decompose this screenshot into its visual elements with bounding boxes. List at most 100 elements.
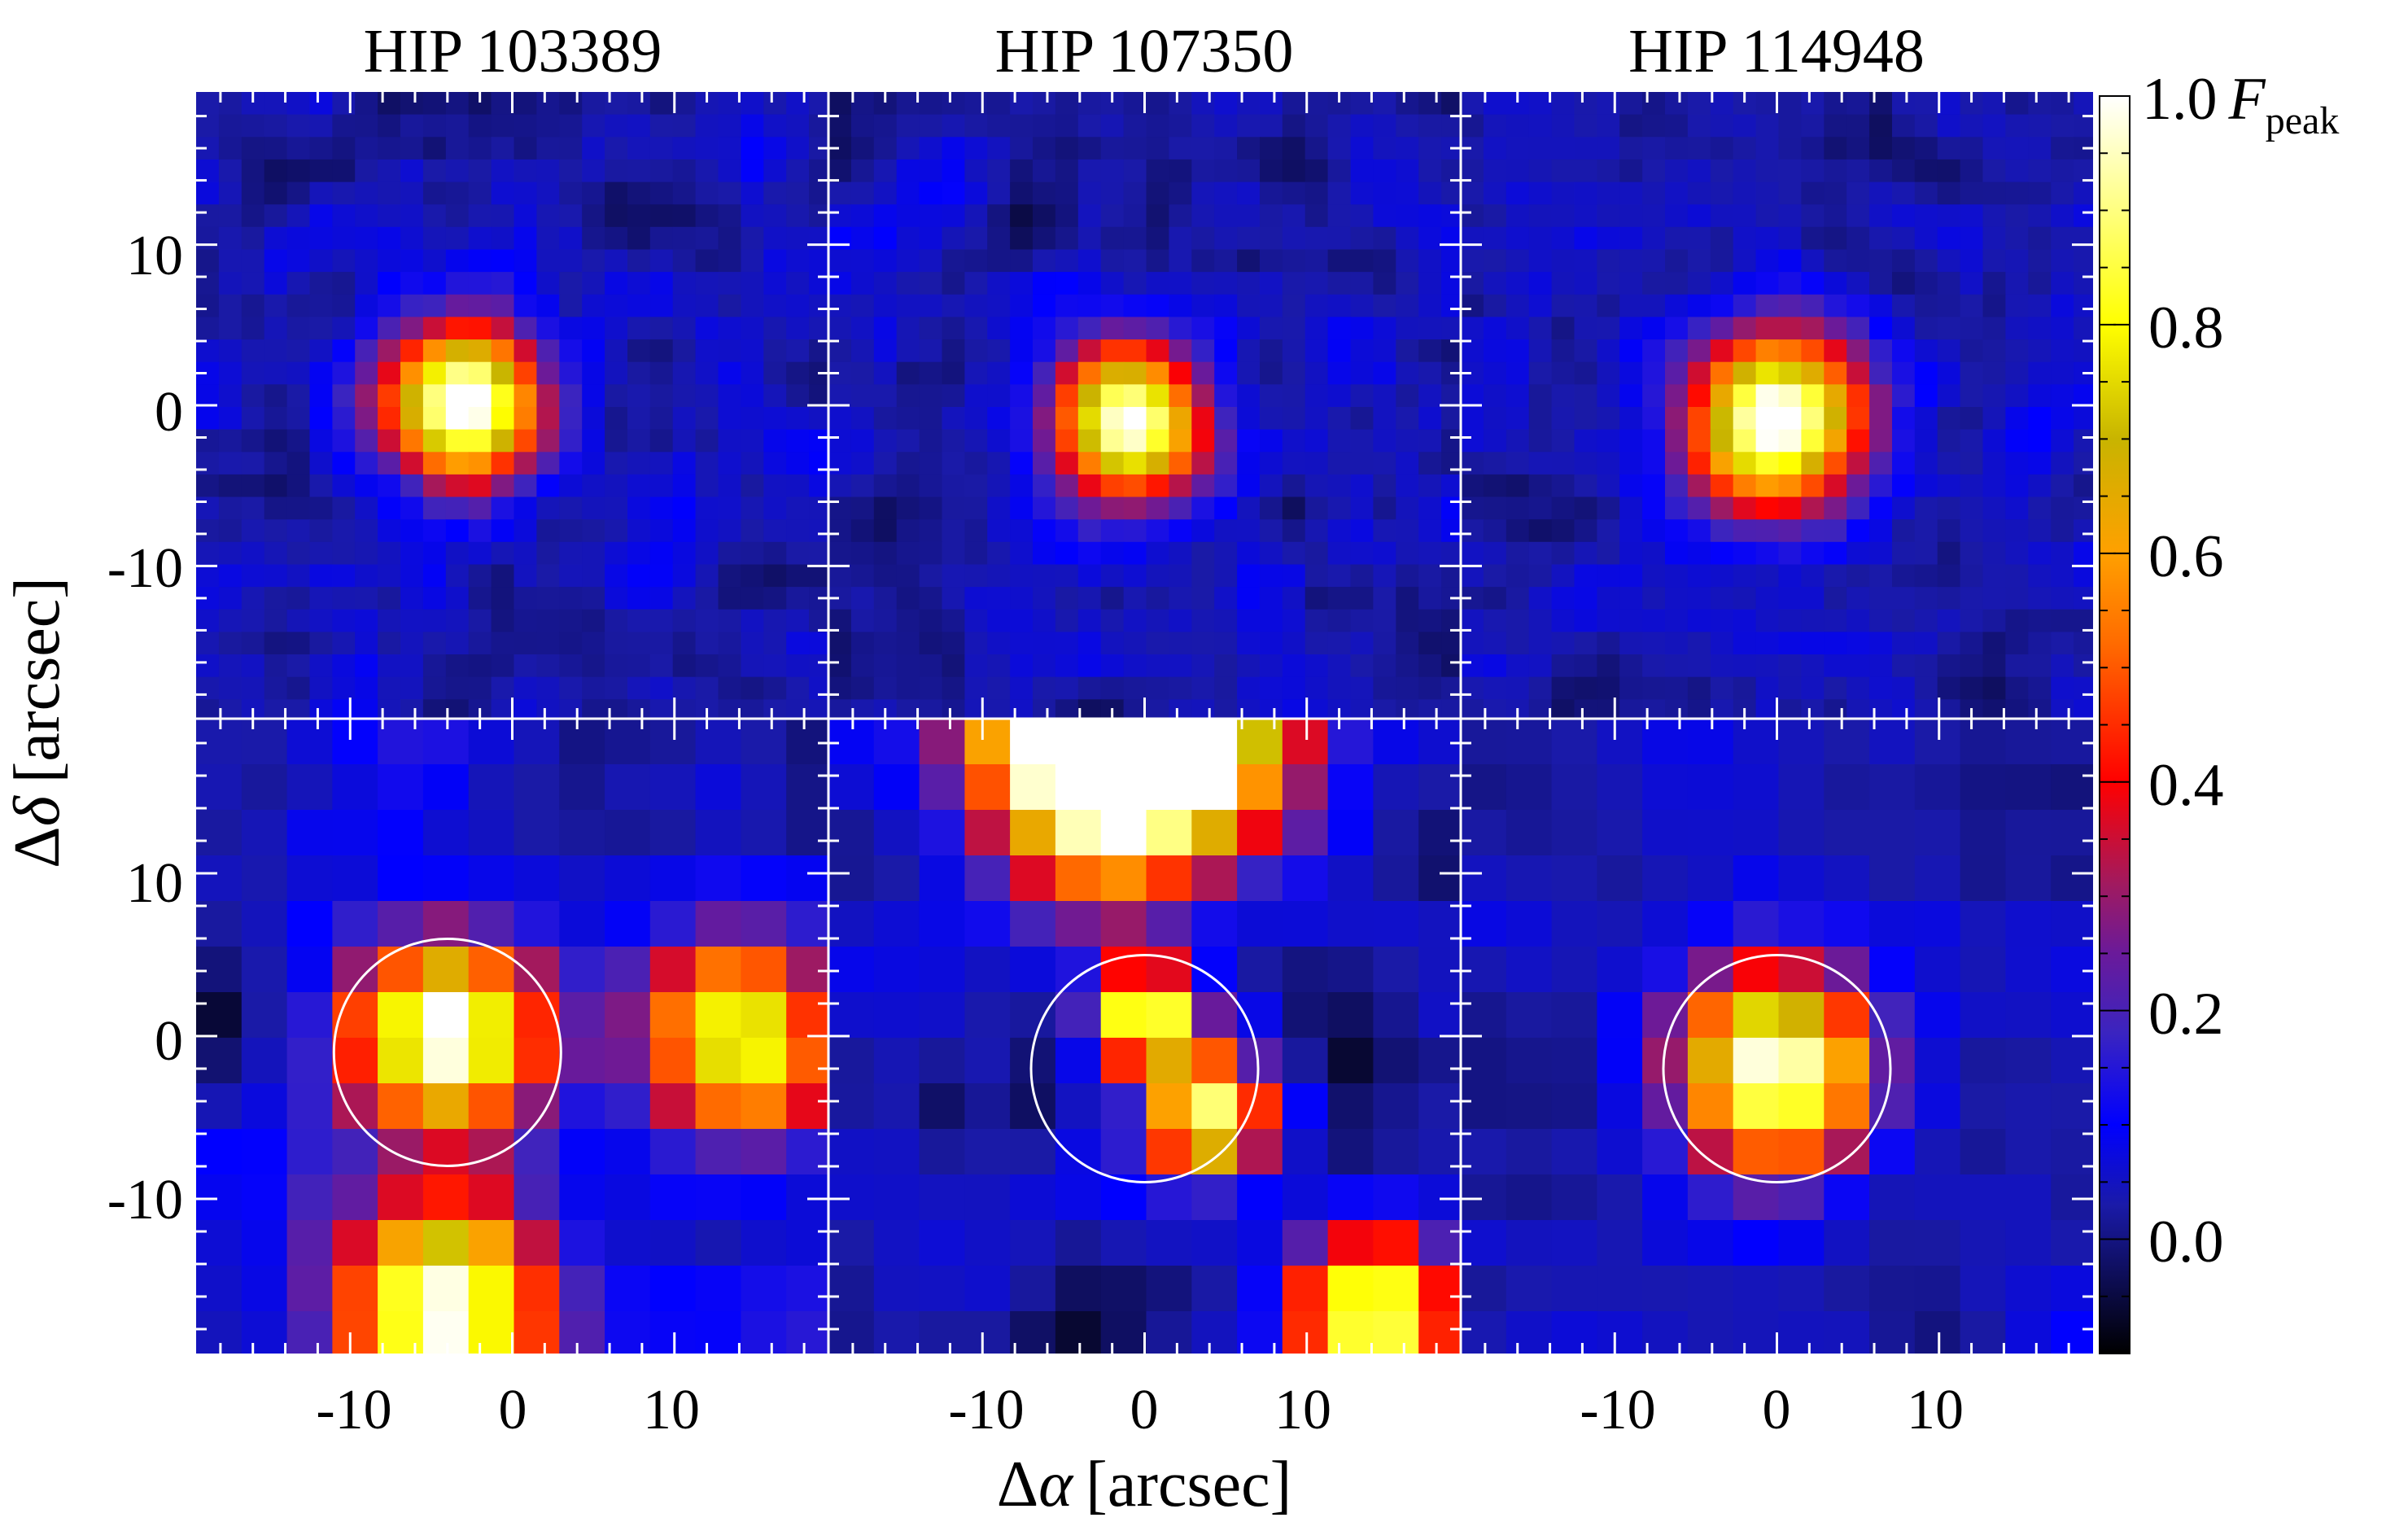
- heatmap-cell: [1960, 541, 1984, 566]
- heatmap-cell: [1327, 1174, 1374, 1221]
- heatmap-cell: [1100, 609, 1125, 633]
- heatmap-cell: [1010, 294, 1034, 318]
- heatmap-cell: [1574, 159, 1598, 183]
- heatmap-cell: [1100, 407, 1125, 431]
- heatmap-cell: [1350, 407, 1374, 431]
- heatmap-cell: [1687, 564, 1711, 588]
- heatmap-cell: [1010, 114, 1034, 138]
- heatmap-cell: [241, 407, 265, 431]
- heatmap-cell: [218, 159, 243, 183]
- heatmap-cell: [1733, 317, 1757, 340]
- heatmap-cell: [1778, 204, 1803, 228]
- heatmap-cell: [1418, 564, 1442, 588]
- heatmap-cell: [873, 1174, 920, 1221]
- heatmap-cell: [1010, 1174, 1056, 1221]
- heatmap-cell: [2051, 272, 2074, 295]
- heatmap-cell: [1100, 339, 1125, 363]
- heatmap-cell: [1010, 609, 1034, 633]
- heatmap-cell: [241, 429, 265, 453]
- heatmap-cell: [286, 632, 311, 655]
- heatmap-cell: [422, 114, 447, 138]
- heatmap-cell: [559, 249, 583, 273]
- heatmap-cell: [1373, 947, 1419, 993]
- heatmap-cell: [828, 676, 852, 701]
- heatmap-cell: [649, 901, 697, 947]
- heatmap-cell: [264, 339, 288, 363]
- heatmap-cell: [559, 496, 583, 520]
- heatmap-cell: [873, 226, 898, 251]
- heatmap-cell: [1146, 496, 1170, 520]
- heatmap-cell: [1033, 361, 1056, 386]
- heatmap-cell: [378, 810, 424, 856]
- heatmap-cell: [873, 992, 920, 1039]
- heatmap-cell: [1483, 564, 1507, 588]
- heatmap-cell: [1100, 1129, 1147, 1175]
- heatmap-cell: [786, 429, 810, 453]
- heatmap-cell: [1778, 182, 1803, 205]
- heatmap-cell: [1191, 719, 1238, 765]
- heatmap-cell: [1597, 1038, 1643, 1084]
- heatmap-cell: [1665, 182, 1689, 205]
- heatmap-cell: [873, 1038, 920, 1084]
- heatmap-cell: [196, 992, 243, 1039]
- heatmap-cell: [1914, 1220, 1961, 1266]
- heatmap-cell: [1506, 159, 1530, 183]
- heatmap-cell: [627, 429, 651, 453]
- heatmap-cell: [942, 249, 966, 273]
- heatmap-cell: [491, 699, 515, 719]
- heatmap-cell: [1461, 1220, 1507, 1266]
- heatmap-cell: [2028, 632, 2052, 655]
- heatmap-cell: [1033, 587, 1056, 610]
- heatmap-cell: [919, 249, 943, 273]
- heatmap-cell: [1937, 272, 1961, 295]
- heatmap-cell: [1892, 587, 1916, 610]
- heatmap-cell: [1214, 564, 1238, 588]
- heatmap-cell: [942, 564, 966, 588]
- heatmap-cell: [605, 339, 628, 363]
- heatmap-cell: [1461, 429, 1484, 453]
- heatmap-cell: [1619, 361, 1643, 386]
- heatmap-cell: [1574, 632, 1598, 655]
- heatmap-cell: [264, 159, 288, 183]
- heatmap-cell: [695, 1266, 742, 1312]
- heatmap-cell: [1418, 182, 1442, 205]
- heatmap-cell: [1123, 452, 1147, 475]
- heatmap-cell: [1169, 676, 1193, 701]
- heatmap-cell: [1687, 609, 1711, 633]
- heatmap-cell: [605, 407, 628, 431]
- heatmap-cell: [582, 159, 605, 183]
- heatmap-cell: [942, 609, 966, 633]
- heatmap-cell: [1869, 429, 1893, 453]
- heatmap-cell: [2074, 609, 2093, 633]
- heatmap-cell: [378, 452, 401, 475]
- heatmap-cell: [1260, 114, 1283, 138]
- heatmap-cell: [1350, 519, 1374, 543]
- heatmap-cell: [1710, 587, 1734, 610]
- heatmap-cell: [1960, 587, 1984, 610]
- heatmap-cell: [1327, 159, 1352, 183]
- heatmap-cell: [964, 272, 989, 295]
- heatmap-cell: [1373, 294, 1397, 318]
- heatmap-cell: [1914, 1311, 1961, 1354]
- heatmap-cell: [1824, 519, 1847, 543]
- heatmap-cell: [695, 855, 742, 902]
- heatmap-cell: [828, 1083, 875, 1130]
- heatmap-cell: [828, 159, 852, 183]
- heatmap-cell: [241, 294, 265, 318]
- heatmap-cell: [649, 452, 674, 475]
- heatmap-cell: [514, 632, 538, 655]
- heatmap-cell: [422, 429, 447, 453]
- heatmap-cell: [1597, 901, 1643, 947]
- heatmap-cell: [1597, 1220, 1643, 1266]
- heatmap-cell: [1642, 226, 1666, 251]
- heatmap-cell: [1824, 587, 1847, 610]
- heatmap-cell: [873, 159, 898, 183]
- panel-bottom-hip-103389: [196, 719, 828, 1354]
- heatmap-cell: [1914, 609, 1938, 633]
- heatmap-cell: [605, 474, 628, 498]
- heatmap-cell: [1642, 384, 1666, 408]
- heatmap-cell: [286, 1266, 334, 1312]
- heatmap-cell: [2051, 1038, 2093, 1084]
- heatmap-cell: [1396, 294, 1419, 318]
- heatmap-cell: [514, 294, 538, 318]
